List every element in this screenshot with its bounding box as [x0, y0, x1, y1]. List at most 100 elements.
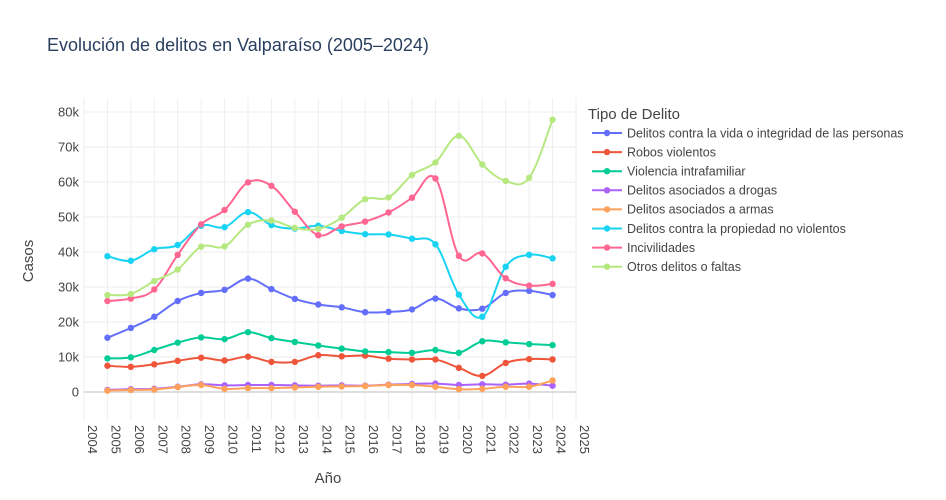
legend-item[interactable]: Incivilidades	[592, 241, 695, 255]
legend-item[interactable]: Robos violentos	[592, 145, 716, 159]
data-point	[549, 356, 556, 363]
legend-item[interactable]: Violencia intrafamiliar	[592, 165, 746, 179]
x-tick-label: 2012	[272, 425, 287, 454]
y-tick-label: 70k	[58, 140, 79, 155]
legend-label: Violencia intrafamiliar	[627, 165, 746, 179]
data-point	[244, 221, 252, 228]
data-point	[174, 266, 181, 273]
data-point	[221, 385, 228, 393]
data-point	[525, 174, 533, 181]
legend-label: Delitos asociados a armas	[627, 203, 774, 217]
data-point	[197, 354, 205, 361]
data-point	[525, 383, 533, 390]
legend: Tipo de Delito Delitos contra la vida o …	[588, 106, 904, 274]
legend-item[interactable]: Delitos contra la vida o integridad de l…	[592, 126, 904, 140]
legend-label: Incivilidades	[627, 241, 695, 255]
x-tick-label: 2021	[483, 425, 498, 454]
data-point	[127, 354, 135, 361]
data-point	[268, 221, 275, 229]
data-point	[455, 386, 463, 393]
data-point	[479, 338, 486, 345]
data-point	[221, 206, 228, 214]
y-tick-label: 50k	[58, 210, 79, 225]
legend-label: Otros delitos o faltas	[627, 260, 741, 274]
data-point	[104, 291, 111, 299]
data-point	[432, 241, 439, 248]
data-point	[221, 286, 228, 293]
data-point	[315, 383, 322, 390]
series-points	[104, 116, 556, 394]
y-tick-label: 10k	[58, 350, 79, 365]
data-point	[221, 223, 228, 231]
data-point	[174, 297, 181, 305]
x-tick-label: 2023	[530, 425, 545, 454]
legend-label: Robos violentos	[627, 145, 716, 159]
data-point	[361, 195, 369, 203]
data-point	[127, 363, 135, 370]
legend-label: Delitos contra la propiedad no violentos	[627, 222, 846, 236]
data-point	[549, 280, 556, 288]
data-point	[361, 309, 369, 316]
x-tick-label: 2022	[507, 425, 522, 454]
legend-swatch-marker	[603, 187, 611, 194]
x-axis-title: Año	[315, 470, 342, 487]
data-point	[502, 383, 509, 390]
data-point	[174, 241, 181, 249]
x-tick-label: 2008	[179, 425, 194, 454]
data-point	[151, 361, 158, 368]
x-tick-label: 2010	[226, 425, 241, 454]
data-point	[502, 177, 509, 185]
data-point	[385, 209, 392, 216]
data-point	[244, 275, 252, 282]
legend-title: Tipo de Delito	[588, 106, 680, 123]
data-point	[315, 342, 322, 349]
data-point	[455, 305, 463, 312]
data-point	[268, 182, 275, 190]
data-point	[455, 132, 463, 139]
legend-item[interactable]: Otros delitos o faltas	[592, 260, 741, 274]
data-point	[549, 291, 556, 299]
x-tick-label: 2015	[343, 425, 358, 454]
data-point	[338, 383, 345, 390]
data-point	[315, 352, 322, 359]
data-point	[408, 171, 416, 179]
x-tick-label: 2016	[366, 425, 381, 454]
data-point	[549, 255, 556, 262]
x-tick-label: 2007	[155, 425, 170, 454]
x-tick-label: 2013	[296, 425, 311, 454]
data-point	[244, 208, 252, 216]
x-tick-label: 2011	[249, 425, 264, 453]
data-point	[408, 194, 416, 201]
data-point	[549, 341, 556, 349]
y-tick-label: 0	[72, 385, 79, 400]
data-point	[338, 353, 345, 360]
data-point	[455, 291, 463, 298]
data-point	[221, 357, 228, 364]
data-point	[244, 179, 252, 186]
data-point	[127, 324, 135, 332]
data-point	[338, 227, 345, 235]
legend-item[interactable]: Delitos asociados a armas	[592, 203, 774, 217]
data-point	[361, 382, 369, 390]
data-point	[221, 243, 228, 250]
data-point	[291, 208, 299, 215]
data-point	[549, 382, 556, 389]
data-point	[197, 334, 205, 341]
data-point	[268, 358, 275, 366]
legend-swatch-marker	[603, 225, 611, 232]
data-point	[479, 381, 486, 388]
legend-swatch-marker	[603, 263, 611, 270]
data-point	[268, 334, 275, 342]
data-point	[104, 297, 111, 305]
data-point	[104, 387, 111, 394]
series-line	[107, 119, 554, 297]
data-point	[291, 224, 299, 232]
x-tick-label: 2006	[132, 425, 147, 454]
legend-item[interactable]: Delitos contra la propiedad no violentos	[592, 222, 846, 236]
data-point	[408, 306, 416, 313]
data-point	[174, 357, 181, 365]
data-point	[549, 377, 556, 384]
data-point	[385, 194, 392, 201]
legend-item[interactable]: Delitos asociados a drogas	[592, 184, 777, 198]
data-point	[197, 289, 205, 297]
